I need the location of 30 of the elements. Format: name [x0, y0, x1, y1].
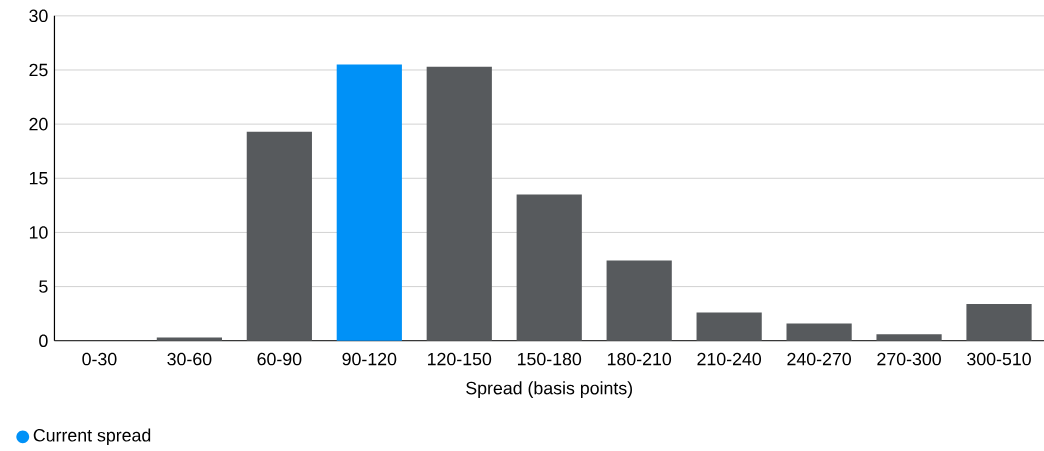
bar	[336, 64, 402, 341]
x-tick-label: 180-210	[607, 352, 672, 366]
y-tick-label: 10	[29, 226, 48, 239]
bar	[606, 260, 672, 341]
bar	[966, 304, 1032, 341]
bar	[246, 131, 312, 341]
bar	[426, 66, 492, 341]
bar	[876, 334, 942, 341]
x-tick-label: 60-90	[257, 352, 302, 366]
bar	[696, 312, 762, 341]
bar	[156, 337, 222, 341]
x-tick-label: 90-120	[342, 352, 397, 366]
x-tick-label: 30-60	[167, 352, 212, 366]
y-tick-label: 25	[29, 63, 48, 77]
x-tick-label: 270-300	[877, 352, 941, 366]
y-tick-label: 0	[39, 334, 48, 348]
y-tick-label: 20	[29, 117, 48, 131]
y-tick-label: 5	[39, 280, 48, 293]
x-tick-label: 240-270	[787, 352, 851, 366]
y-tick-label: 30	[29, 9, 48, 23]
x-tick-label: 300-510	[967, 352, 1031, 366]
x-tick-label: 0-30	[82, 352, 117, 366]
bar	[786, 323, 852, 341]
bar	[516, 194, 582, 341]
y-tick-label: 15	[29, 172, 48, 185]
x-axis-title: Spread (basis points)	[466, 381, 633, 399]
x-tick-label: 120-150	[428, 352, 492, 366]
x-tick-label: 210-240	[697, 352, 762, 366]
legend-label: Current spread	[33, 428, 151, 446]
x-tick-label: 150-180	[517, 352, 582, 366]
